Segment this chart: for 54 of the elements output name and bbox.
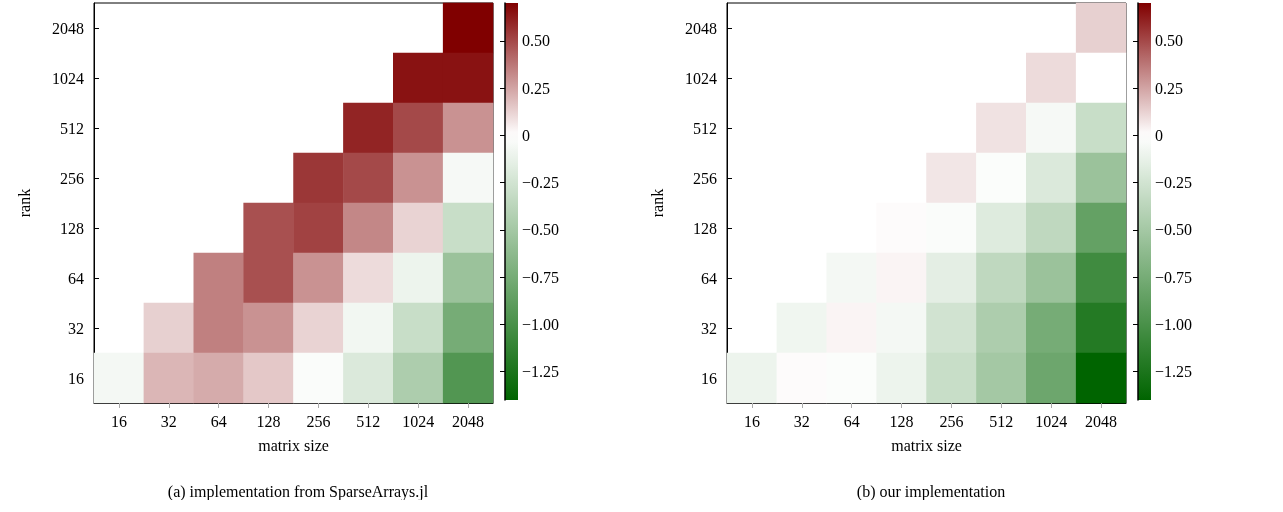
x-tick-label: 512 <box>989 412 1014 430</box>
y-tick-label: 128 <box>693 219 717 237</box>
color-bar-label: −0.25 <box>522 174 560 192</box>
color-bar-label: 0 <box>522 126 530 144</box>
x-tick-label: 128 <box>256 412 281 430</box>
y-axis-title: rank <box>15 188 33 218</box>
x-tick-label: 32 <box>160 412 177 430</box>
color-bar-label: −0.25 <box>1155 174 1193 192</box>
color-bar-label: −0.75 <box>522 268 560 286</box>
x-tick-label: 64 <box>843 412 860 430</box>
x-tick-label: 2048 <box>452 412 485 430</box>
y-tick-label: 256 <box>60 169 84 187</box>
color-bar-label: 0.25 <box>522 79 550 97</box>
color-bar-label: 0 <box>1155 126 1163 144</box>
x-tick-label: 128 <box>889 412 914 430</box>
color-bar-label: −1.25 <box>522 363 560 381</box>
x-tick-label: 1024 <box>402 412 435 430</box>
x-axis-title: matrix size <box>891 436 962 454</box>
x-tick-label: 16 <box>110 412 127 430</box>
x-tick-label: 256 <box>306 412 331 430</box>
x-tick-label: 32 <box>793 412 810 430</box>
y-tick-label: 32 <box>68 319 84 337</box>
y-tick-label: 64 <box>68 269 84 287</box>
y-tick-label: 16 <box>68 369 84 387</box>
x-tick-label: 512 <box>356 412 381 430</box>
y-tick-label: 1024 <box>52 69 84 87</box>
y-axis-title: rank <box>648 188 666 218</box>
x-tick-label: 2048 <box>1085 412 1118 430</box>
y-tick-label: 64 <box>701 269 717 287</box>
color-bar-label: 0.50 <box>1155 32 1183 50</box>
color-bar-label: 0.25 <box>1155 79 1183 97</box>
text: (b) our implementation <box>856 482 1006 501</box>
y-tick-label: 16 <box>701 369 717 387</box>
x-tick-label: 1024 <box>1035 412 1068 430</box>
y-tick-label: 512 <box>693 119 717 137</box>
color-bar-label: −0.75 <box>1155 268 1193 286</box>
y-tick-label: 128 <box>60 219 84 237</box>
color-bar-label: −1.00 <box>1155 315 1193 333</box>
x-axis-title: matrix size <box>258 436 329 454</box>
y-tick-label: 256 <box>693 169 717 187</box>
color-bar-label: −1.25 <box>1155 363 1193 381</box>
x-tick-label: 64 <box>210 412 227 430</box>
y-tick-label: 2048 <box>685 19 717 37</box>
color-bar-label: −1.00 <box>522 315 560 333</box>
y-tick-label: 32 <box>701 319 717 337</box>
x-tick-label: 256 <box>939 412 964 430</box>
x-tick-label: 16 <box>743 412 760 430</box>
color-bar-label: −0.50 <box>522 221 560 239</box>
text: (a) implementation from SparseArrays.jl <box>167 482 429 501</box>
y-tick-label: 512 <box>60 119 84 137</box>
y-tick-label: 2048 <box>52 19 84 37</box>
y-tick-label: 1024 <box>685 69 717 87</box>
color-bar-label: −0.50 <box>1155 221 1193 239</box>
color-bar-label: 0.50 <box>522 32 550 50</box>
